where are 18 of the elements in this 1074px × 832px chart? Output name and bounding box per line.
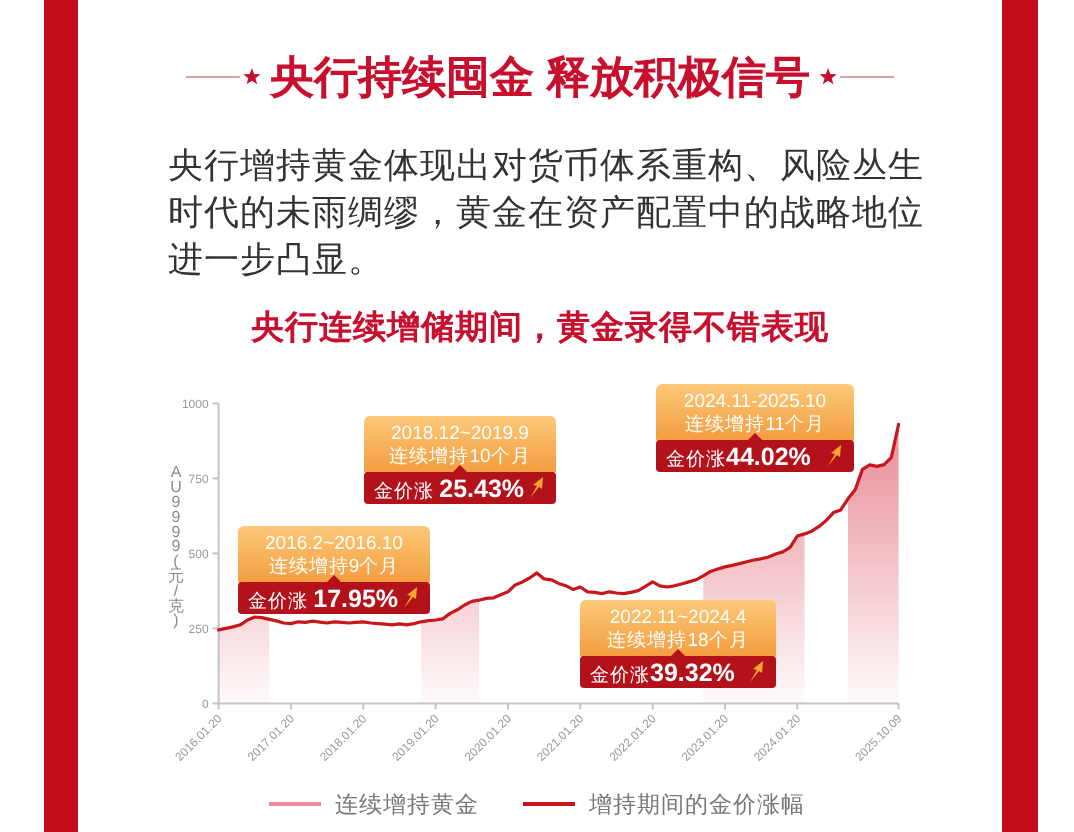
text: 央行连续增储期间，黄金录得不错表现 [249, 308, 831, 346]
chart-title: 央行持续囤金 释放积极信号 [269, 52, 811, 102]
annotation: 2024.11-2025.10 [683, 391, 827, 413]
annotation: 金价涨44.02% [666, 443, 811, 471]
annotation: 金价涨 25.43% [374, 475, 525, 503]
annotation: 连续增持11个月 [685, 412, 825, 436]
annotation: 连续增持10个月 [389, 444, 531, 468]
annotation: 金价涨 17.95% [248, 585, 399, 613]
annotation: 连续增持9个月 [268, 554, 400, 578]
chart-subtitle: 央行增持黄金体现出对货币体系重构、风险丛生时代的未雨绸缪，黄金在资产配置中的战略地位进一步凸显。 [168, 145, 924, 280]
text: AU9999(元/克) [168, 463, 184, 630]
annotation: 2016.2~2016.10 [265, 533, 403, 555]
annotation: 连续增持18个月 [607, 628, 749, 652]
annotation: 2018.12~2019.9 [391, 423, 529, 445]
legend-label: 增持期间的金价涨幅 [587, 792, 805, 818]
annotation: 2022.11~2024.4 [609, 607, 747, 629]
annotation: 金价涨39.32% [590, 659, 735, 687]
legend-label: 连续增持黄金 [335, 792, 479, 818]
